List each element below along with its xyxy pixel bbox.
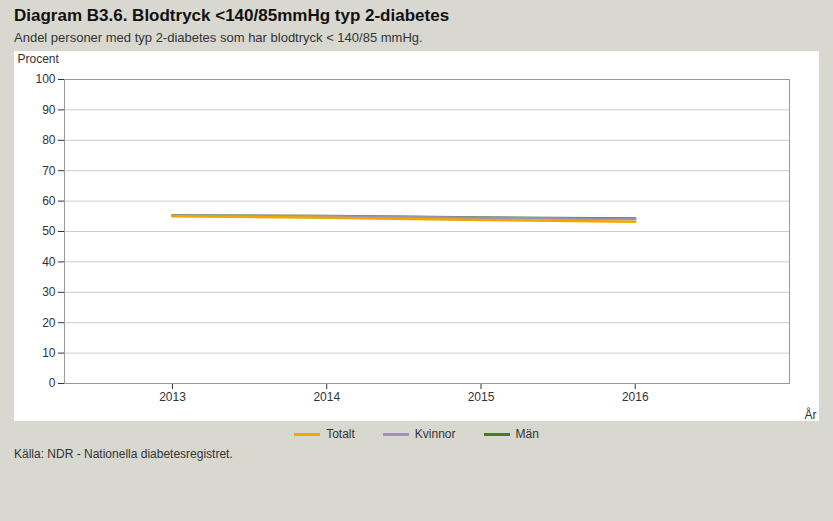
svg-text:År: År xyxy=(805,407,817,422)
html-text:Källa: NDR - Nationella diabet: Källa: NDR - Nationella diabetesregistre… xyxy=(14,447,233,461)
html-text:Totalt: Totalt xyxy=(326,427,355,441)
svg-text:2015: 2015 xyxy=(468,390,495,404)
html-text:Män: Män xyxy=(515,427,539,441)
svg-text:2014: 2014 xyxy=(313,390,340,404)
svg-text:90: 90 xyxy=(42,103,56,117)
svg-text:2016: 2016 xyxy=(622,390,649,404)
svg-text:70: 70 xyxy=(42,164,56,178)
svg-text:100: 100 xyxy=(35,72,55,86)
svg-text:30: 30 xyxy=(42,285,56,299)
svg-text:10: 10 xyxy=(42,346,56,360)
svg-text:50: 50 xyxy=(42,224,56,238)
svg-text:2013: 2013 xyxy=(159,390,186,404)
svg-text:60: 60 xyxy=(42,194,56,208)
html-text:Andel personer med typ 2-diabe: Andel personer med typ 2-diabetes som ha… xyxy=(14,30,423,45)
html-text:Kvinnor: Kvinnor xyxy=(414,427,456,441)
svg-text:40: 40 xyxy=(42,255,56,269)
svg-text:Procent: Procent xyxy=(18,52,60,66)
svg-text:20: 20 xyxy=(42,316,56,330)
svg-text:0: 0 xyxy=(49,376,56,390)
html-text:Diagram B3.6. Blodtryck <140/8: Diagram B3.6. Blodtryck <140/85mmHg typ … xyxy=(14,6,450,25)
svg-text:80: 80 xyxy=(42,133,56,147)
